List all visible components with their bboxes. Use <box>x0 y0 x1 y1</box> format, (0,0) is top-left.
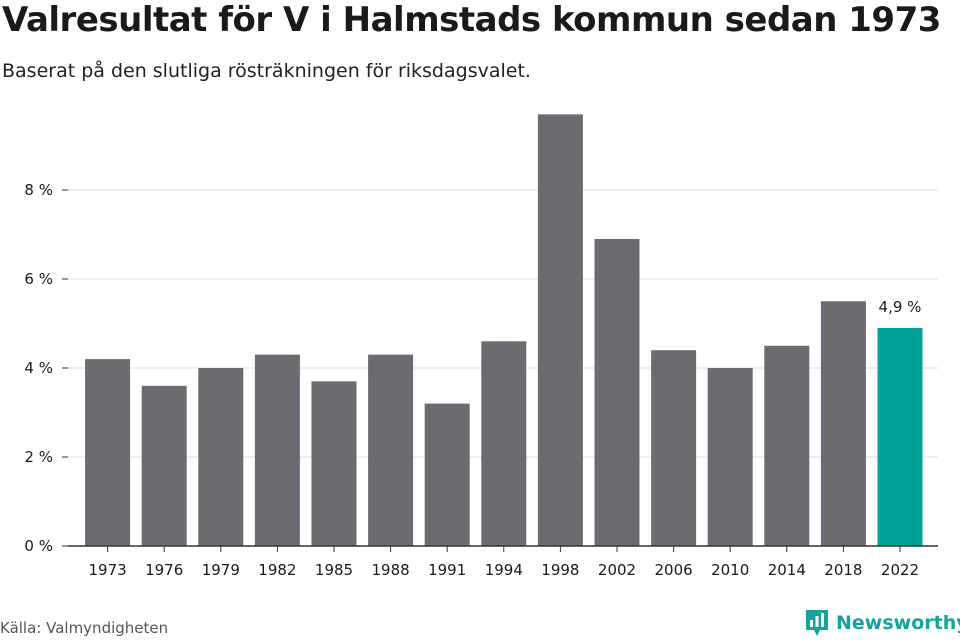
x-tick-label: 1979 <box>202 561 240 579</box>
bar-2014 <box>764 345 810 546</box>
x-tick-label: 1998 <box>541 561 579 579</box>
source-note: Källa: Valmyndigheten <box>0 619 169 637</box>
x-tick-label: 1988 <box>372 561 410 579</box>
bar-1976 <box>141 385 187 546</box>
bar-1994 <box>481 341 527 546</box>
chart-subtitle: Baserat på den slutliga rösträkningen fö… <box>2 60 531 82</box>
x-tick-label: 2022 <box>881 561 919 579</box>
data-label-2022: 4,9 % <box>879 298 922 316</box>
brand-logo: Newsworthy <box>804 608 960 638</box>
x-tick-label: 1982 <box>258 561 296 579</box>
bar-1979 <box>198 368 244 546</box>
bar-2010 <box>707 368 753 546</box>
x-tick-label: 2010 <box>711 561 749 579</box>
y-tick-label: 4 % <box>24 359 53 377</box>
newsworthy-logo-icon <box>806 610 828 636</box>
y-tick-label: 6 % <box>24 270 53 288</box>
y-tick-label: 8 % <box>24 181 53 199</box>
bar-2018 <box>820 301 866 546</box>
chart-title: Valresultat för V i Halmstads kommun sed… <box>2 0 941 40</box>
bar-1985 <box>311 381 357 546</box>
x-tick-label: 1973 <box>89 561 127 579</box>
bar-2002 <box>594 238 640 546</box>
bar-1988 <box>368 354 414 546</box>
y-tick-label: 2 % <box>24 448 53 466</box>
bars <box>85 114 923 546</box>
x-tick-label: 1976 <box>145 561 183 579</box>
x-tick-label: 2002 <box>598 561 636 579</box>
x-tick-label: 1985 <box>315 561 353 579</box>
x-tick-label: 2006 <box>655 561 693 579</box>
bar-2022 <box>877 327 923 546</box>
x-axis-ticks: 1973 1976 1979 1982 1985 1988 1991 1994 1998 2002… <box>89 546 919 579</box>
bar-1991 <box>424 403 470 546</box>
x-tick-label: 1991 <box>428 561 466 579</box>
bar-1998 <box>537 114 583 546</box>
y-tick-label: 0 % <box>24 537 53 555</box>
x-tick-label: 2014 <box>768 561 806 579</box>
bar-1982 <box>254 354 300 546</box>
x-tick-label: 1994 <box>485 561 523 579</box>
bar-1973 <box>85 359 131 546</box>
y-axis-ticks: 0 % 2 % 4 % 6 % 8 % <box>24 181 68 555</box>
x-tick-label: 2018 <box>824 561 862 579</box>
brand-name: Newsworthy <box>836 612 960 634</box>
bar-2006 <box>651 350 697 546</box>
bar-chart: 0 % 2 % 4 % 6 % 8 % 1973 1976 1979 1982 1985 1988… <box>24 114 938 579</box>
